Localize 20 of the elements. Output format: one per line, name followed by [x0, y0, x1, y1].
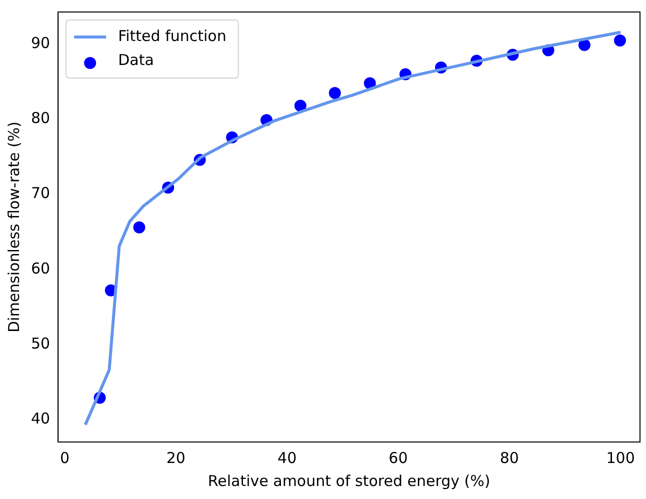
y-tick-label: 90 [30, 34, 50, 52]
x-tick-label: 40 [278, 448, 297, 467]
x-tick-label: 80 [500, 448, 519, 467]
x-axis-title: Relative amount of stored energy (%) [208, 472, 490, 490]
point [578, 39, 590, 52]
y-tick-label: 60 [30, 259, 50, 278]
y-tick-label: 50 [30, 334, 50, 352]
point [133, 221, 146, 234]
y-tick-label: 80 [30, 109, 50, 128]
point [614, 34, 626, 47]
y-tick-label: 40 [30, 409, 50, 428]
legend-label: Data [118, 50, 154, 69]
x-tick-label: 60 [388, 448, 408, 467]
point [328, 87, 341, 100]
legend-label: Fitted function [118, 26, 226, 45]
x-tick-label: 20 [166, 448, 186, 467]
x-tick-label: 100 [606, 448, 635, 467]
x-tick-label: 0 [60, 448, 70, 467]
y-axis-title: Dimensionless flow-rate (%) [4, 121, 23, 333]
y-tick-label: 70 [30, 184, 50, 202]
